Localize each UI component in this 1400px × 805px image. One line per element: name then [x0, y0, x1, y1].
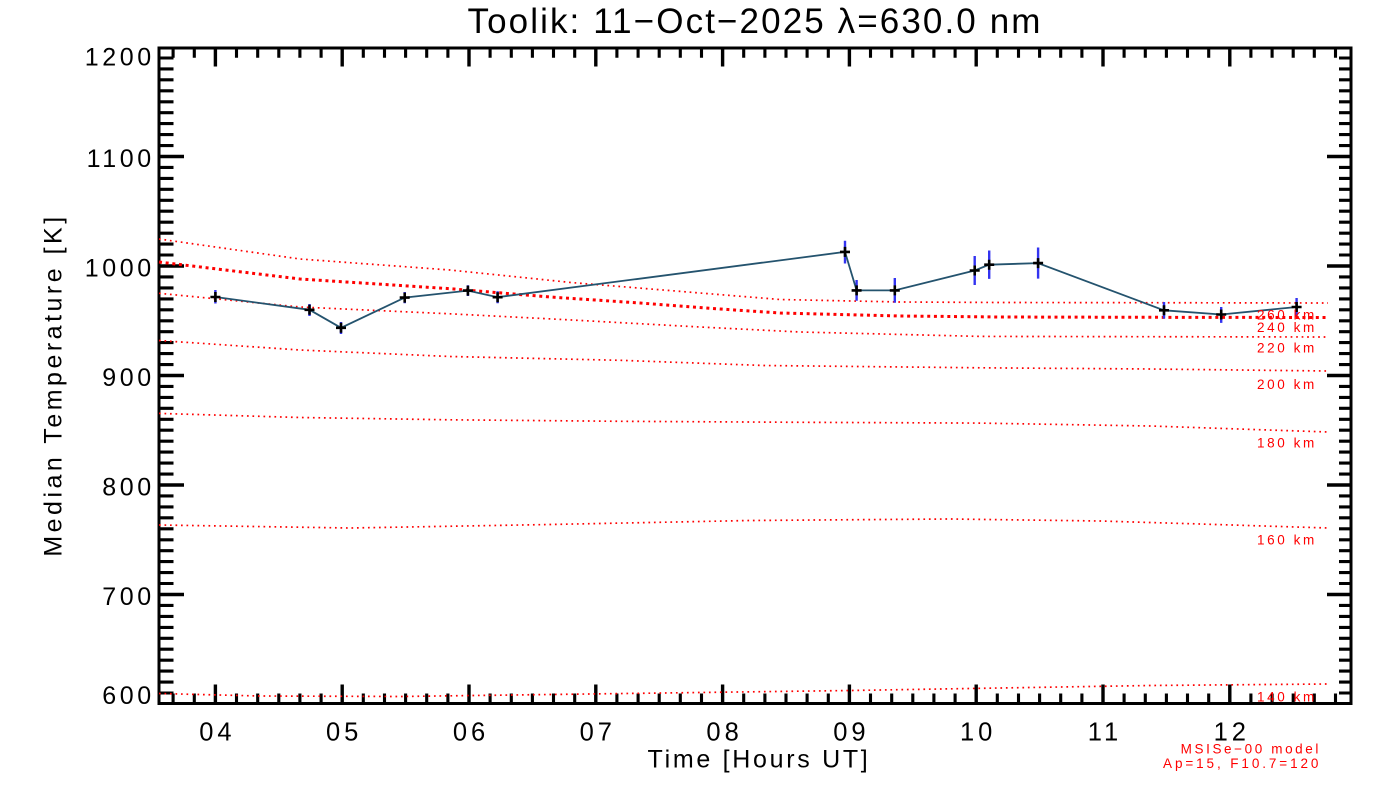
svg-text:11: 11: [1088, 719, 1122, 747]
svg-text:160 km: 160 km: [1257, 533, 1317, 548]
svg-text:09: 09: [833, 719, 869, 747]
svg-text:05: 05: [326, 719, 362, 747]
svg-text:1000: 1000: [85, 255, 155, 283]
svg-text:08: 08: [706, 719, 742, 747]
svg-text:700: 700: [102, 583, 155, 611]
svg-text:800: 800: [102, 474, 155, 502]
svg-text:1100: 1100: [87, 145, 155, 173]
svg-text:Ap=15, F10.7=120: Ap=15, F10.7=120: [1163, 756, 1321, 771]
svg-text:06: 06: [453, 719, 489, 747]
svg-text:220 km: 220 km: [1257, 341, 1317, 356]
svg-text:900: 900: [102, 364, 155, 392]
svg-text:07: 07: [580, 719, 616, 747]
svg-text:600: 600: [102, 682, 155, 710]
svg-text:200 km: 200 km: [1257, 377, 1317, 392]
svg-text:04: 04: [199, 719, 235, 747]
svg-text:10: 10: [960, 719, 996, 747]
svg-text:Toolik: 11−Oct−2025 λ=630.0: Toolik: 11−Oct−2025 λ=630.0 nm: [467, 2, 1042, 41]
svg-text:MSISe−00 model: MSISe−00 model: [1181, 742, 1321, 757]
svg-text:Time [Hours UT]: Time [Hours UT]: [648, 746, 871, 774]
svg-text:240 km: 240 km: [1257, 320, 1317, 335]
svg-text:1200: 1200: [85, 43, 155, 71]
svg-text:12: 12: [1214, 719, 1250, 747]
svg-text:Median Temperature [K]: Median Temperature [K]: [40, 213, 68, 556]
svg-text:140 km: 140 km: [1257, 690, 1317, 705]
svg-text:180 km: 180 km: [1257, 436, 1317, 451]
svg-text:260 km: 260 km: [1257, 308, 1317, 323]
